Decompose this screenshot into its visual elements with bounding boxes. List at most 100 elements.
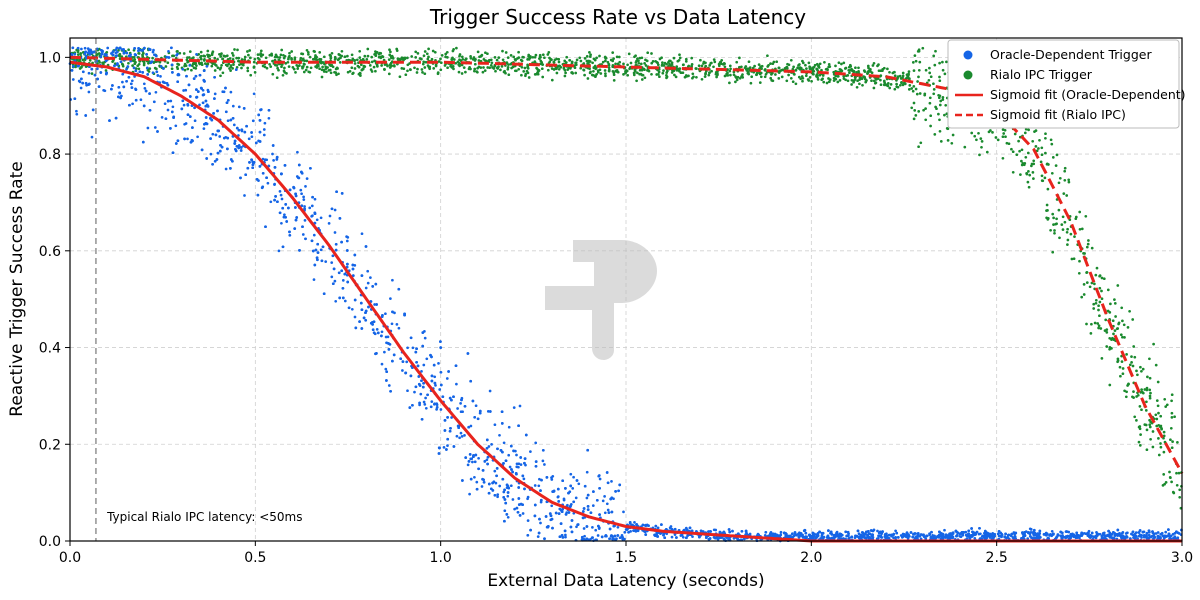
rialo-point (227, 62, 231, 66)
oracle-point (200, 87, 203, 90)
oracle-point (213, 92, 217, 96)
oracle-point (320, 259, 324, 263)
oracle-point (978, 526, 981, 530)
rialo-point (504, 51, 508, 54)
oracle-point (83, 46, 87, 50)
rialo-point (121, 64, 125, 68)
oracle-point (397, 287, 401, 291)
rialo-point (918, 60, 922, 64)
rialo-point (321, 61, 325, 64)
rialo-point (350, 66, 354, 70)
rialo-point (1078, 227, 1082, 231)
oracle-point (226, 136, 230, 140)
rialo-point (1027, 170, 1030, 173)
rialo-point (927, 78, 931, 82)
oracle-point (505, 483, 509, 487)
oracle-point (214, 133, 218, 137)
oracle-point (373, 332, 377, 336)
rialo-point (726, 71, 729, 75)
oracle-point (304, 237, 307, 241)
rialo-point (1089, 332, 1093, 335)
rialo-point (88, 59, 92, 62)
rialo-point (302, 70, 306, 74)
rialo-point (330, 51, 334, 55)
oracle-point (1059, 530, 1063, 534)
rialo-point (1099, 327, 1103, 330)
rialo-point (977, 131, 980, 135)
oracle-point (235, 144, 239, 148)
oracle-point (93, 73, 97, 77)
rialo-point (517, 67, 521, 71)
rialo-point (298, 64, 301, 67)
rialo-point (1011, 170, 1015, 174)
rialo-point (320, 75, 324, 79)
rialo-point (910, 87, 914, 90)
oracle-point (556, 487, 560, 491)
rialo-point (996, 138, 1000, 142)
rialo-point (1154, 363, 1158, 367)
oracle-point (316, 251, 320, 254)
rialo-point (808, 67, 812, 71)
rialo-point (767, 63, 770, 67)
oracle-point (271, 152, 274, 156)
oracle-point (216, 151, 220, 155)
rialo-point (798, 63, 801, 66)
oracle-point (944, 533, 948, 537)
rialo-point (882, 66, 886, 70)
oracle-point (892, 532, 896, 536)
oracle-point (129, 82, 133, 86)
oracle-point (1084, 532, 1088, 536)
rialo-point (450, 66, 454, 69)
oracle-point (623, 530, 627, 534)
oracle-point (250, 131, 253, 134)
rialo-point (259, 49, 263, 53)
oracle-point (1173, 535, 1177, 539)
rialo-point (1038, 138, 1041, 142)
rialo-point (557, 57, 561, 61)
rialo-point (243, 58, 247, 61)
oracle-point (139, 98, 143, 102)
rialo-point (366, 47, 370, 51)
oracle-point (505, 513, 509, 516)
oracle-point (498, 484, 502, 488)
rialo-point (195, 64, 198, 67)
rialo-point (510, 66, 513, 70)
rialo-point (303, 59, 306, 63)
rialo-point (862, 69, 866, 72)
rialo-point (893, 74, 897, 78)
rialo-point (305, 48, 309, 52)
oracle-point (278, 190, 282, 193)
rialo-point (592, 74, 595, 77)
rialo-point (97, 52, 101, 55)
oracle-point (121, 72, 125, 76)
rialo-point (1063, 169, 1067, 173)
oracle-point (106, 46, 110, 50)
rialo-point (460, 72, 464, 75)
oracle-point (446, 416, 449, 419)
oracle-point (670, 535, 674, 539)
rialo-point (1078, 259, 1081, 263)
rialo-point (79, 52, 83, 55)
rialo-point (474, 57, 477, 61)
rialo-point (646, 68, 650, 72)
rialo-point (346, 54, 349, 58)
oracle-point (447, 370, 450, 373)
rialo-point (1046, 209, 1049, 212)
oracle-point (513, 507, 516, 511)
rialo-point (1065, 230, 1069, 234)
rialo-point (728, 64, 732, 68)
oracle-point (351, 267, 355, 271)
oracle-point (404, 371, 407, 375)
oracle-point (165, 55, 169, 59)
oracle-point (364, 286, 368, 290)
oracle-point (87, 71, 91, 75)
rialo-point (570, 71, 574, 74)
rialo-point (324, 67, 328, 71)
oracle-point (166, 108, 170, 112)
oracle-point (280, 221, 283, 225)
rialo-point (1133, 415, 1137, 419)
oracle-point (582, 527, 586, 530)
rialo-point (635, 79, 638, 83)
oracle-point (380, 362, 384, 366)
